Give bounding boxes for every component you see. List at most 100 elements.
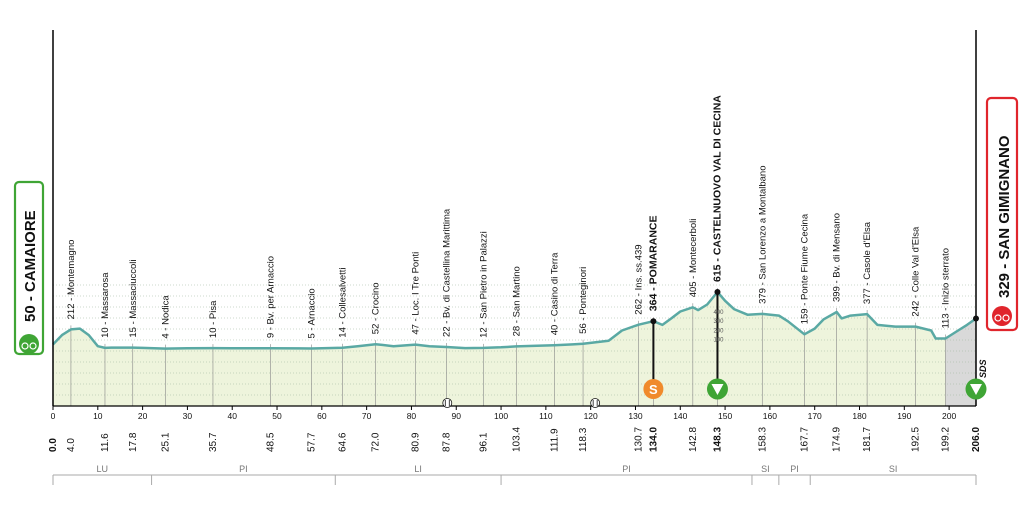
finish-bike-icon-wheel <box>994 314 1002 322</box>
elevation-scale-label: 300 <box>713 319 724 325</box>
x-axis-tick-label: 170 <box>808 411 822 421</box>
waypoint-km-label: 96.1 <box>479 432 490 452</box>
waypoint-label: 52 - Crocino <box>371 282 382 334</box>
x-axis-tick-label: 110 <box>539 411 553 421</box>
province-label: PI <box>622 464 631 474</box>
waypoint-km-label: 48.5 <box>265 432 276 452</box>
sprint-marker <box>643 379 664 399</box>
finish-bike-icon <box>992 306 1012 326</box>
start-bike-icon-wheel <box>29 342 37 350</box>
x-axis-tick-label: 140 <box>673 411 687 421</box>
waypoint-label: 377 - Casole d'Elsa <box>862 221 873 304</box>
waypoint-label: 15 - Massaciuccoli <box>128 259 139 337</box>
x-axis-tick-label: 150 <box>718 411 732 421</box>
elevation-scale-label: 200 <box>713 328 724 334</box>
waypoint-label: 14 - Collesalvetti <box>337 267 348 337</box>
elevation-scale-label: 100 <box>713 338 724 344</box>
sprint-marker-symbol: S <box>649 382 658 397</box>
waypoint-label: 262 - Ins. ss.439 <box>634 244 645 314</box>
kom-marker-triangle <box>711 384 724 395</box>
waypoint-label: 615 - CASTELNUOVO VAL DI CECINA <box>711 95 723 282</box>
x-axis-tick-label: 60 <box>317 411 327 421</box>
waypoint-label: 10 - Pisa <box>208 300 219 338</box>
province-label: SI <box>889 464 898 474</box>
elevation-scale-label: 400 <box>713 310 724 316</box>
railway-crossing-icon <box>590 398 601 408</box>
x-axis-tick-label: 100 <box>494 411 508 421</box>
x-axis-tick-label: 120 <box>584 411 598 421</box>
x-axis-tick-label: 40 <box>227 411 237 421</box>
waypoint-label: 399 - Bv. di Mensano <box>832 213 843 302</box>
waypoint-label: 364 - POMARANCE <box>647 216 659 312</box>
start-bike-icon-wheel <box>21 342 29 350</box>
x-axis-tick-label: 180 <box>852 411 866 421</box>
waypoint-km-label: 72.0 <box>371 432 382 452</box>
x-axis-tick-label: 200 <box>942 411 956 421</box>
x-axis-tick-label: 0 <box>51 411 56 421</box>
railway-crossing-icon <box>442 398 453 408</box>
waypoint-km-label: 134.0 <box>648 427 659 452</box>
finish-bike-icon-wheel <box>1002 314 1010 322</box>
waypoint-km-label: 118.3 <box>578 427 589 452</box>
waypoint-label: 22 - Bv. di Castellina Marittima <box>441 208 452 337</box>
waypoint-km-label: 148.3 <box>712 427 723 452</box>
waypoint-km-label: 80.9 <box>410 432 421 452</box>
waypoint-label: 47 - Loc. I Tre Ponti <box>410 252 421 335</box>
finish-banner-label: 329 - SAN GIMIGNANO <box>996 135 1013 298</box>
climb-dot <box>650 318 657 325</box>
waypoint-km-label: 0.0 <box>48 438 59 452</box>
waypoint-km-label: 142.8 <box>688 427 699 452</box>
waypoint-km-label: 87.8 <box>441 432 452 452</box>
x-axis-tick-label: 130 <box>628 411 642 421</box>
start-banner-label: 50 - CAMAIORE <box>22 210 39 322</box>
x-axis-tick-label: 10 <box>93 411 103 421</box>
finish-banner <box>985 96 1019 332</box>
waypoint-label: 212 - Montemagno <box>66 240 77 320</box>
profile-line <box>52 290 977 350</box>
province-label: LU <box>97 464 109 474</box>
waypoint-km-label: 111.9 <box>549 428 560 452</box>
finish-marker-triangle <box>970 384 982 395</box>
x-axis-tick-label: 70 <box>362 411 372 421</box>
waypoint-label: 113 - Inizio sterrato <box>941 248 952 329</box>
waypoint-label: 12 - San Pietro in Palazzi <box>479 231 490 338</box>
climb-dot <box>714 289 721 295</box>
waypoint-km-label: 17.8 <box>128 432 139 452</box>
waypoint-label: 242 - Colle Val d'Elsa <box>911 226 922 317</box>
province-label: LI <box>414 464 422 474</box>
waypoint-km-label: 158.3 <box>757 427 768 452</box>
province-label: SI <box>761 464 770 474</box>
waypoint-km-label: 167.7 <box>799 427 810 452</box>
waypoint-label: 28 - San Martino <box>511 266 522 336</box>
waypoint-km-label: 174.9 <box>832 427 843 452</box>
waypoint-label: 4 - Nodica <box>160 295 171 339</box>
start-bike-icon <box>19 334 39 354</box>
x-axis-tick-label: 160 <box>763 411 777 421</box>
waypoint-km-label: 11.6 <box>100 433 111 452</box>
waypoint-label: 5 - Arnaccio <box>307 288 318 338</box>
waypoint-label: 159 - Ponte Fiume Cecina <box>799 213 810 324</box>
waypoint-km-label: 35.7 <box>208 432 219 452</box>
waypoint-km-label: 192.5 <box>911 427 922 452</box>
waypoint-km-label: 130.7 <box>634 427 645 452</box>
x-axis-tick-label: 20 <box>138 411 148 421</box>
x-axis-tick-label: 50 <box>272 411 282 421</box>
waypoint-km-label: 57.7 <box>307 432 318 452</box>
x-axis-tick-label: 80 <box>407 411 417 421</box>
province-label: PI <box>790 464 799 474</box>
x-axis-tick-label: 90 <box>452 411 462 421</box>
x-axis-tick-label: 30 <box>183 411 193 421</box>
waypoint-km-label: 4.0 <box>66 438 77 452</box>
province-label: PI <box>239 464 248 474</box>
profile-area <box>53 292 976 406</box>
waypoint-km-label: 64.6 <box>337 432 348 452</box>
waypoint-label: 405 - Montecerboli <box>688 219 699 298</box>
waypoint-km-label: 206.0 <box>971 427 982 452</box>
x-axis-tick-label: 190 <box>897 411 911 421</box>
waypoint-label: 10 - Massarosa <box>100 272 111 338</box>
waypoint-label: 56 - Ponteginori <box>578 267 589 334</box>
waypoint-label: 379 - San Lorenzo a Montalbano <box>757 165 768 303</box>
waypoint-label: 9 - Bv. per Arnaccio <box>265 256 276 338</box>
